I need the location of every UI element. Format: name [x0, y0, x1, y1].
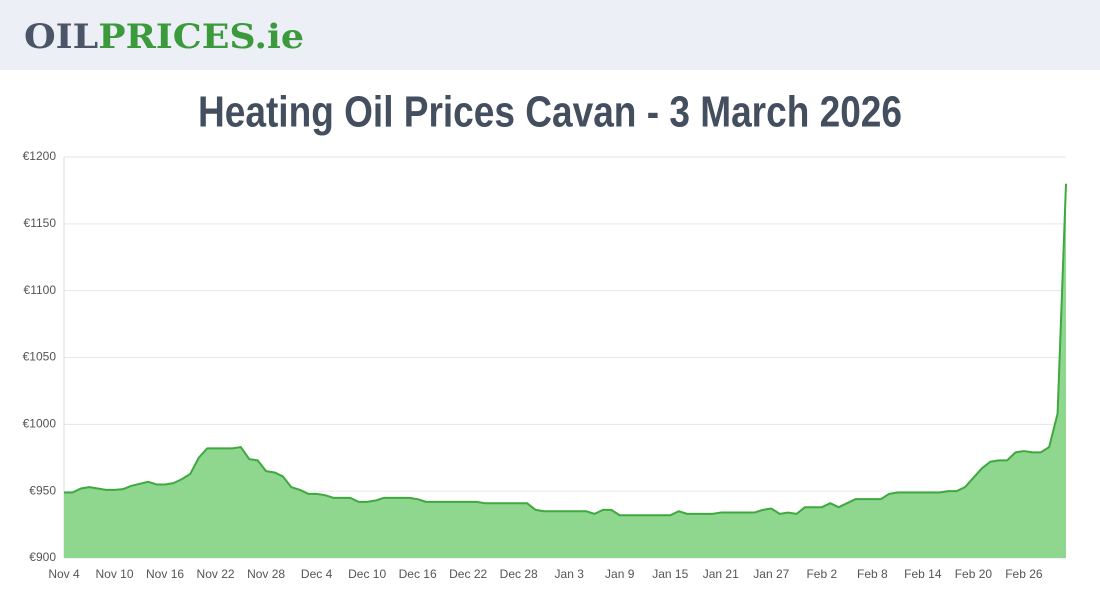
x-tick-label: Feb 20 — [955, 567, 993, 581]
y-tick-label: €1200 — [23, 149, 57, 163]
y-tick-label: €900 — [29, 550, 56, 564]
chart-title: Heating Oil Prices Cavan - 3 March 2026 — [198, 88, 902, 137]
x-tick-label: Nov 4 — [48, 567, 80, 581]
y-tick-label: €1050 — [23, 350, 57, 364]
x-tick-label: Nov 28 — [247, 567, 285, 581]
x-tick-label: Jan 3 — [555, 567, 585, 581]
y-tick-label: €1000 — [23, 417, 57, 431]
x-tick-label: Nov 16 — [146, 567, 184, 581]
x-tick-label: Feb 2 — [806, 567, 837, 581]
price-line — [64, 183, 1067, 517]
x-tick-label: Feb 26 — [1005, 567, 1043, 581]
y-tick-label: €950 — [29, 483, 56, 497]
x-tick-label: Dec 16 — [399, 567, 437, 581]
x-tick-label: Feb 14 — [904, 567, 942, 581]
x-tick-label: Nov 22 — [197, 567, 235, 581]
x-tick-label: Dec 28 — [500, 567, 538, 581]
x-tick-label: Feb 8 — [857, 567, 888, 581]
x-tick-label: Jan 9 — [605, 567, 635, 581]
plot: €900 €950 €1000 €1050 €1100 €1150 €1200 Nov 4 No… — [23, 149, 1067, 581]
x-tick-label: Jan 15 — [652, 567, 688, 581]
logo[interactable]: OIL PRICES .ie — [24, 17, 304, 57]
x-tick-label: Dec 4 — [301, 567, 333, 581]
area-fill — [64, 183, 1066, 558]
x-tick-label: Dec 10 — [348, 567, 386, 581]
x-tick-label: Nov 10 — [96, 567, 134, 581]
x-tick-label: Jan 21 — [703, 567, 739, 581]
logo-ie: .ie — [254, 17, 304, 57]
header-bar — [0, 0, 1100, 70]
x-tick-label: Jan 27 — [753, 567, 789, 581]
x-tick-label: Dec 22 — [449, 567, 487, 581]
logo-prices: PRICES — [98, 17, 254, 57]
logo-oil: OIL — [24, 17, 98, 57]
y-tick-label: €1150 — [24, 216, 57, 230]
y-tick-label: €1100 — [24, 283, 57, 297]
